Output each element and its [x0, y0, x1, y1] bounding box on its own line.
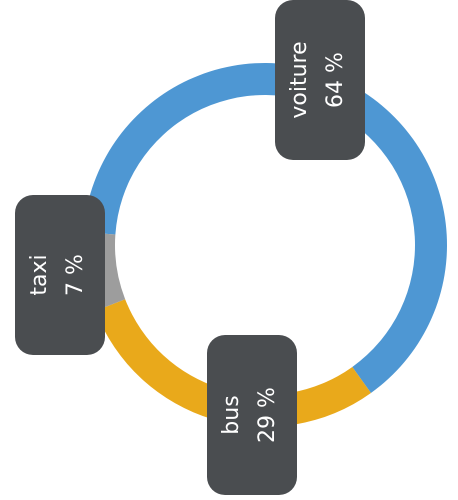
- category-label: taxi: [27, 254, 52, 295]
- label-box: [207, 335, 297, 495]
- data-label: voiture 64 %: [275, 0, 365, 160]
- category-label: bus: [219, 395, 244, 434]
- donut-segment: [95, 299, 371, 427]
- value-label: 29 %: [255, 387, 280, 443]
- data-label: taxi 7 %: [15, 195, 105, 355]
- category-label: voiture: [287, 41, 312, 118]
- value-label: 7 %: [63, 254, 88, 296]
- data-label: bus 29 %: [207, 335, 297, 495]
- value-label: 64 %: [323, 52, 348, 108]
- label-box: [15, 195, 105, 355]
- label-box: [275, 0, 365, 160]
